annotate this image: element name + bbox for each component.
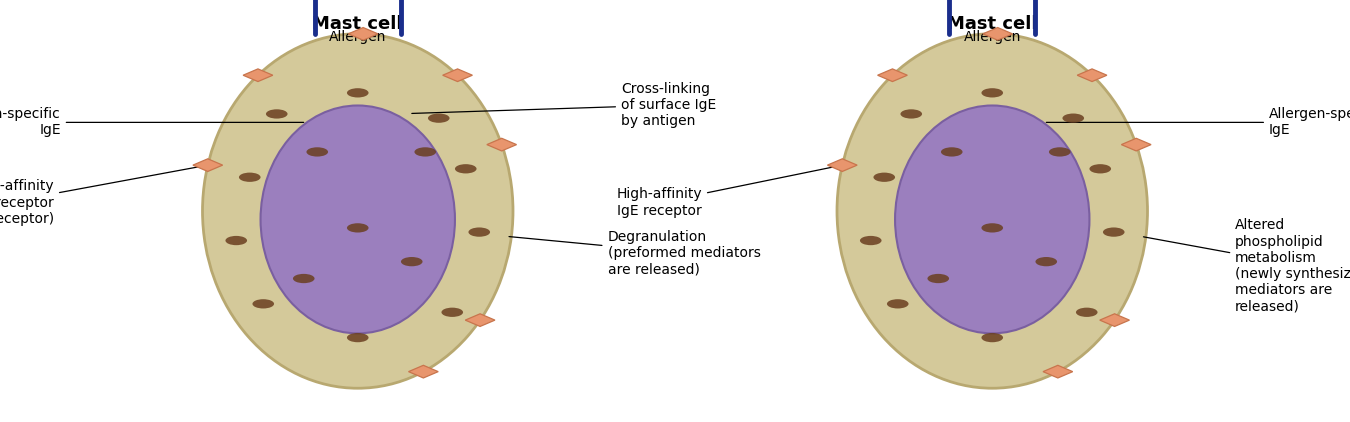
Text: High-affinity
IgE receptor: High-affinity IgE receptor	[617, 166, 840, 218]
Ellipse shape	[1076, 308, 1098, 317]
Text: Allergen-specific
IgE: Allergen-specific IgE	[1046, 107, 1350, 138]
Polygon shape	[1100, 314, 1130, 327]
Ellipse shape	[981, 88, 1003, 97]
Text: Mast cell: Mast cell	[946, 15, 1038, 33]
Ellipse shape	[981, 333, 1003, 342]
Polygon shape	[409, 365, 439, 378]
Polygon shape	[487, 138, 517, 151]
Ellipse shape	[306, 147, 328, 157]
Ellipse shape	[293, 274, 315, 283]
Ellipse shape	[266, 109, 288, 119]
Ellipse shape	[927, 274, 949, 283]
Ellipse shape	[401, 257, 423, 266]
Polygon shape	[878, 69, 907, 81]
Ellipse shape	[347, 88, 369, 97]
Ellipse shape	[428, 114, 450, 123]
Polygon shape	[1122, 138, 1152, 151]
Polygon shape	[828, 159, 857, 171]
Ellipse shape	[860, 236, 882, 245]
Ellipse shape	[1049, 147, 1071, 157]
Ellipse shape	[873, 173, 895, 182]
Ellipse shape	[1089, 164, 1111, 173]
Ellipse shape	[1035, 257, 1057, 266]
Ellipse shape	[455, 164, 477, 173]
Polygon shape	[243, 69, 273, 81]
Polygon shape	[1077, 69, 1107, 81]
Ellipse shape	[225, 236, 247, 245]
Ellipse shape	[252, 299, 274, 308]
Ellipse shape	[261, 106, 455, 333]
Ellipse shape	[887, 299, 909, 308]
Polygon shape	[193, 159, 223, 171]
Ellipse shape	[441, 308, 463, 317]
Ellipse shape	[202, 34, 513, 388]
Ellipse shape	[414, 147, 436, 157]
Text: Altered
phospholipid
metabolism
(newly synthesized
mediators are
released): Altered phospholipid metabolism (newly s…	[1143, 218, 1350, 314]
Text: Mast cell: Mast cell	[312, 15, 404, 33]
Polygon shape	[1044, 365, 1073, 378]
Ellipse shape	[468, 227, 490, 237]
Ellipse shape	[347, 333, 369, 342]
Ellipse shape	[837, 34, 1148, 388]
Polygon shape	[443, 69, 472, 81]
Ellipse shape	[1062, 114, 1084, 123]
Text: Degranulation
(preformed mediators
are released): Degranulation (preformed mediators are r…	[509, 230, 760, 276]
Text: Cross-linking
of surface IgE
by antigen: Cross-linking of surface IgE by antigen	[412, 82, 717, 128]
Polygon shape	[983, 27, 1012, 40]
Ellipse shape	[895, 106, 1089, 333]
Ellipse shape	[981, 223, 1003, 233]
Ellipse shape	[239, 173, 261, 182]
Text: Allergen: Allergen	[329, 30, 386, 43]
Polygon shape	[348, 27, 378, 40]
Text: Allergen-specific
IgE: Allergen-specific IgE	[0, 107, 304, 138]
Text: Allergen: Allergen	[964, 30, 1021, 43]
Text: High-affinity
IgE receptor
(Fcε receptor): High-affinity IgE receptor (Fcε receptor…	[0, 165, 205, 226]
Ellipse shape	[900, 109, 922, 119]
Polygon shape	[466, 314, 495, 327]
Ellipse shape	[347, 223, 369, 233]
Ellipse shape	[941, 147, 963, 157]
Ellipse shape	[1103, 227, 1125, 237]
